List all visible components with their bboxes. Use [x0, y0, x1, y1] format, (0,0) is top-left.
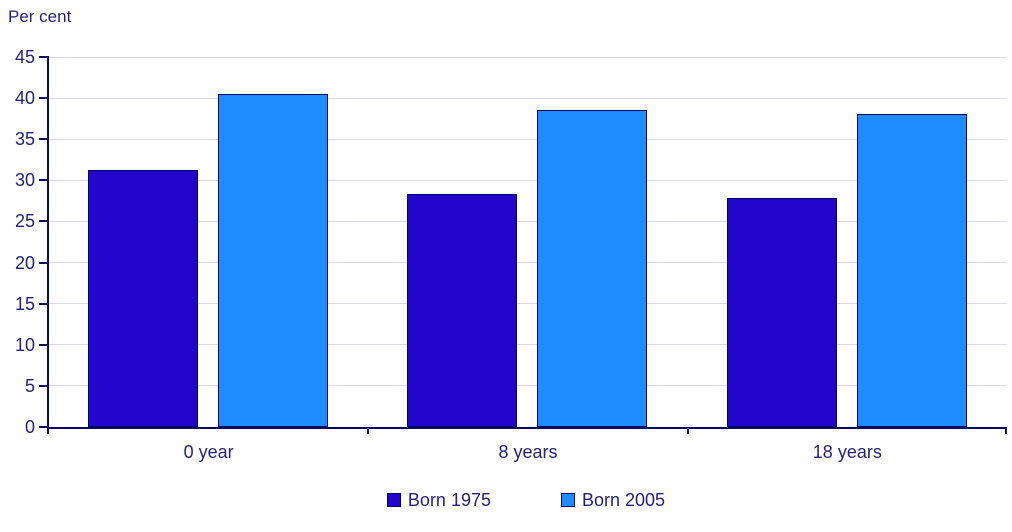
y-tick-label-30: 30: [14, 170, 35, 191]
gridline-5: [49, 385, 1007, 387]
y-axis-tick-5: [39, 384, 49, 387]
gridline-35: [49, 138, 1007, 140]
legend-item-born-2005: Born 2005: [561, 491, 665, 509]
y-tick-label-0: 0: [24, 417, 35, 437]
bar-born-1975-8-years: [407, 194, 518, 427]
bar-born-2005-0-year: [218, 94, 328, 427]
y-tick-label-25: 25: [14, 211, 35, 232]
y-axis-tick-30: [39, 179, 49, 182]
legend-swatch-born-1975: [386, 493, 401, 507]
x-axis-tick-1: [367, 427, 370, 434]
x-axis-tick-0: [47, 427, 49, 434]
legend: Born 1975 Born 2005: [47, 491, 1005, 509]
gridline-30: [49, 179, 1007, 181]
y-tick-label-45: 45: [14, 47, 35, 67]
y-tick-label-15: 15: [14, 293, 35, 314]
legend-label-born-1975: Born 1975: [407, 490, 491, 510]
gridline-25: [49, 220, 1007, 222]
x-axis-tick-3: [1005, 427, 1007, 434]
x-tick-label-8-years: 8 years: [498, 442, 558, 462]
legend-label-born-2005: Born 2005: [582, 490, 666, 510]
y-axis-tick-20: [39, 261, 49, 264]
y-axis-tick-10: [39, 343, 49, 346]
bar-born-2005-8-years: [537, 109, 648, 427]
bar-born-1975-0-year: [88, 170, 198, 427]
y-tick-label-20: 20: [14, 252, 35, 273]
y-axis-tick-25: [39, 220, 49, 223]
x-axis-tick-2: [686, 427, 689, 434]
y-tick-label-10: 10: [14, 334, 35, 355]
plot-area: 0 5 10 15 20 25 30 35 40 45 0 year 8 years 18 years: [15, 47, 1007, 462]
legend-item-born-1975: Born 1975: [386, 490, 491, 510]
y-axis-tick-40: [39, 97, 49, 100]
y-tick-label-35: 35: [14, 129, 35, 150]
legend-swatch-born-2005: [561, 493, 575, 507]
y-tick-label-5: 5: [24, 375, 35, 396]
x-tick-label-0-year: 0 year: [183, 442, 234, 462]
gridline-10: [49, 344, 1007, 346]
y-axis-tick-45: [39, 56, 49, 58]
gridline-15: [49, 303, 1007, 305]
y-axis-tick-35: [39, 138, 49, 141]
y-tick-label-40: 40: [14, 88, 35, 109]
gridline-20: [49, 262, 1007, 264]
y-axis-tick-0: [39, 426, 49, 428]
bar-born-2005-18-years: [856, 113, 967, 427]
y-axis-tick-15: [39, 302, 49, 305]
y-axis-unit-label: Per cent: [8, 7, 72, 26]
gridline-45: [49, 56, 1007, 58]
x-tick-label-18-years: 18 years: [812, 442, 882, 462]
bar-born-1975-18-years: [726, 197, 837, 427]
gridline-40: [49, 97, 1007, 99]
